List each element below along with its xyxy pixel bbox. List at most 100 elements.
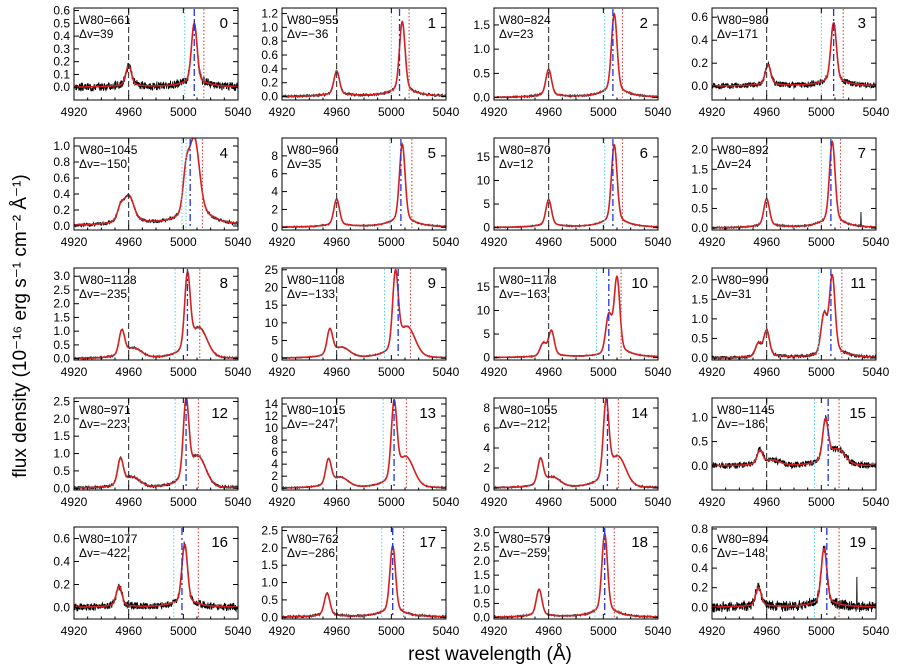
panel-id-8: 8: [220, 275, 228, 292]
y-tick-label-19-3: 0.6: [691, 542, 708, 556]
y-tick-label-5-3: 6: [271, 167, 278, 181]
x-tick-label-17-3: 5040: [433, 624, 460, 638]
y-tick-label-18-2: 1.0: [473, 582, 490, 596]
dv-label-18: Δv=−259: [499, 546, 547, 560]
y-tick-label-14-0: 0: [483, 481, 490, 495]
dv-label-14: Δv=−212: [499, 417, 547, 431]
y-tick-label-13-7: 14: [265, 397, 279, 411]
dv-label-8: Δv=−235: [79, 287, 127, 301]
x-tick-label-11-0: 4920: [699, 365, 726, 379]
y-tick-label-18-0: 0.0: [473, 611, 490, 625]
x-tick-label-0-3: 5040: [225, 105, 252, 119]
y-tick-label-17-5: 2.5: [261, 523, 278, 537]
x-tick-label-11-2: 5000: [808, 365, 835, 379]
y-tick-label-9-4: 20: [265, 280, 279, 294]
w80-label-16: W80=1077: [79, 532, 138, 546]
y-tick-label-13-0: 0: [271, 481, 278, 495]
y-tick-label-13-1: 2: [271, 469, 278, 483]
y-tick-label-16-1: 0.2: [53, 578, 70, 592]
w80-label-10: W80=1178: [499, 273, 557, 287]
x-tick-label-10-0: 4920: [481, 365, 508, 379]
y-tick-label-1-4: 0.8: [261, 34, 278, 48]
dv-label-4: Δv=−150: [79, 157, 127, 171]
y-tick-label-17-0: 0.0: [261, 610, 278, 624]
panel-4: 4920 4960 5000 5040 0.0 0.2 0.4 0.6 0.8 1.0 W80=10…: [53, 137, 252, 249]
panel-id-7: 7: [858, 145, 866, 162]
y-tick-label-4-3: 0.6: [53, 171, 70, 185]
x-tick-label-12-0: 4920: [61, 495, 88, 509]
x-tick-label-8-1: 4960: [115, 365, 142, 379]
y-tick-label-17-4: 2.0: [261, 541, 278, 555]
dv-label-16: Δv=−422: [79, 546, 127, 560]
panel-id-14: 14: [631, 405, 648, 422]
y-tick-label-0-2: 0.2: [53, 55, 70, 69]
x-tick-label-9-2: 5000: [378, 365, 405, 379]
y-tick-label-10-3: 15: [477, 280, 491, 294]
x-tick-label-6-3: 5040: [645, 235, 672, 249]
spectrum-line-16: [74, 541, 238, 613]
y-tick-label-2-3: 1.5: [473, 18, 490, 32]
w80-label-1: W80=955: [287, 13, 339, 27]
y-tick-label-12-3: 1.5: [53, 429, 70, 443]
x-tick-label-19-0: 4920: [699, 624, 726, 638]
panel-11: 4920 4960 5000 5040 0.0 0.5 1.0 1.5 2.0 W80=990Δv…: [691, 267, 890, 379]
x-tick-label-7-2: 5000: [808, 235, 835, 249]
y-tick-label-7-0: 0.0: [691, 221, 708, 235]
y-tick-label-6-0: 0: [483, 221, 490, 235]
x-tick-label-9-3: 5040: [433, 365, 460, 379]
x-tick-label-14-3: 5040: [645, 495, 672, 509]
y-tick-label-15-2: 1.0: [691, 410, 708, 424]
panel-17: 4920 4960 5000 5040 0.0 0.5 1.0 1.5 2.0 2.5 W80=76…: [261, 523, 459, 638]
x-tick-label-12-1: 4960: [115, 495, 142, 509]
x-tick-label-17-0: 4920: [269, 624, 296, 638]
x-tick-label-8-2: 5000: [170, 365, 197, 379]
y-axis-label: flux density (10⁻¹⁶ erg s⁻¹ cm⁻² Å⁻¹): [10, 174, 31, 477]
w80-label-15: W80=1145: [717, 403, 775, 417]
y-tick-label-12-2: 1.0: [53, 447, 70, 461]
y-tick-label-10-0: 0: [483, 351, 490, 365]
w80-label-11: W80=990: [717, 273, 769, 287]
x-tick-label-17-1: 4960: [323, 624, 350, 638]
x-tick-label-8-0: 4920: [61, 365, 88, 379]
fit-line-18: [494, 532, 658, 618]
y-tick-label-13-3: 6: [271, 445, 278, 459]
y-tick-label-14-2: 4: [483, 441, 490, 455]
dv-label-1: Δv=−36: [287, 27, 329, 41]
panel-id-15: 15: [849, 405, 866, 422]
x-tick-label-14-2: 5000: [590, 495, 617, 509]
panel-16: 4920 4960 5000 5040 0.0 0.2 0.4 0.6 W80=1077Δv=−…: [53, 526, 252, 638]
y-tick-label-4-4: 0.8: [53, 155, 70, 169]
x-tick-label-18-2: 5000: [590, 624, 617, 638]
panel-id-17: 17: [419, 534, 436, 551]
panel-id-6: 6: [640, 145, 648, 162]
y-tick-label-0-3: 0.3: [53, 42, 70, 56]
w80-label-6: W80=870: [499, 143, 551, 157]
panel-id-19: 19: [849, 534, 866, 551]
w80-label-5: W80=960: [287, 143, 339, 157]
dv-label-5: Δv=35: [287, 157, 322, 171]
x-tick-label-7-1: 4960: [753, 235, 780, 249]
y-tick-label-10-1: 5: [483, 327, 490, 341]
x-tick-label-2-1: 4960: [535, 105, 562, 119]
fit-line-9: [282, 268, 446, 359]
y-tick-label-10-2: 10: [477, 303, 491, 317]
x-tick-label-11-3: 5040: [863, 365, 890, 379]
dv-label-17: Δv=−286: [287, 546, 335, 560]
y-tick-label-12-0: 0.0: [53, 481, 70, 495]
fit-line-13: [282, 399, 446, 489]
y-tick-label-14-1: 2: [483, 461, 490, 475]
x-tick-label-7-0: 4920: [699, 235, 726, 249]
fit-line-11: [712, 273, 876, 359]
w80-label-14: W80=1055: [499, 403, 558, 417]
x-tick-label-14-1: 4960: [535, 495, 562, 509]
panel-id-9: 9: [428, 275, 436, 292]
x-tick-label-3-2: 5000: [808, 105, 835, 119]
y-tick-label-11-4: 2.0: [691, 273, 708, 287]
x-tick-label-15-1: 4960: [753, 495, 780, 509]
x-tick-label-15-0: 4920: [699, 495, 726, 509]
panel-id-11: 11: [850, 275, 866, 292]
y-tick-label-19-1: 0.2: [691, 581, 708, 595]
y-tick-label-8-1: 0.5: [53, 338, 70, 352]
